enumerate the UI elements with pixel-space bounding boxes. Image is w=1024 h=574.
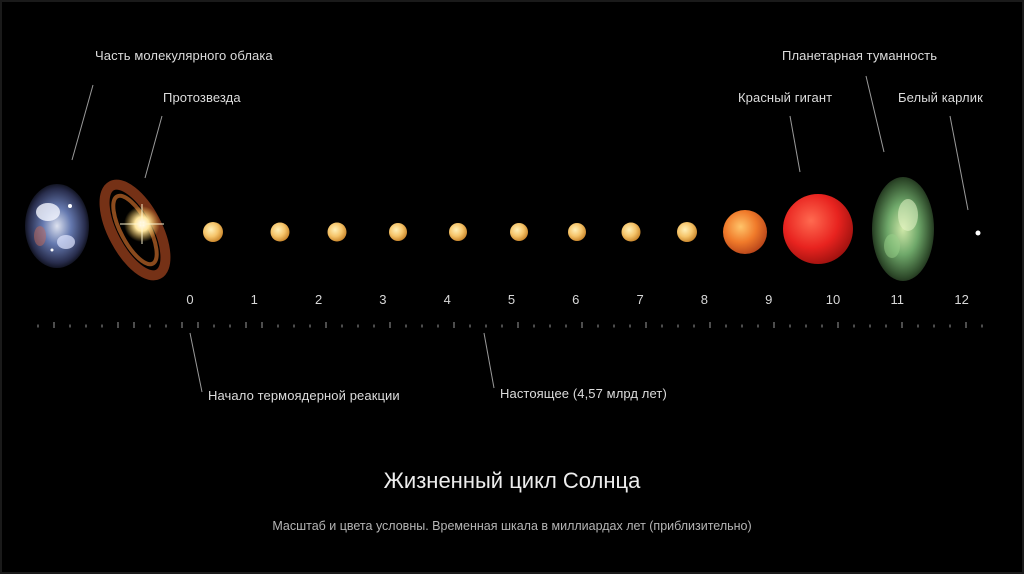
tick-label-7: 7 bbox=[636, 292, 644, 307]
planetary-nebula-label: Планетарная туманность bbox=[782, 48, 938, 63]
protostar-image bbox=[99, 179, 171, 281]
sun-stage-3 bbox=[327, 222, 347, 242]
planetary-nebula-image bbox=[872, 177, 934, 281]
sun-stage-9 bbox=[677, 222, 697, 242]
sun-stage-5 bbox=[449, 223, 467, 241]
tick-label-3: 3 bbox=[379, 292, 387, 307]
tick-label-1: 1 bbox=[250, 292, 258, 307]
white-dwarf-label: Белый карлик bbox=[898, 90, 983, 105]
diagram-title: Жизненный цикл Солнца bbox=[383, 468, 641, 493]
timeline-axis bbox=[37, 322, 983, 328]
molecular-cloud-label: Часть молекулярного облака bbox=[95, 48, 273, 63]
protostar-label: Протозвезда bbox=[163, 90, 241, 105]
tick-label-10: 10 bbox=[825, 292, 841, 307]
red-giant-label: Красный гигант bbox=[738, 90, 833, 105]
red-giant-image bbox=[783, 194, 853, 264]
sun-stage-6 bbox=[510, 223, 528, 241]
molecular-cloud-image bbox=[25, 184, 89, 268]
protostar-pointer-line bbox=[144, 115, 163, 179]
present-label: Настоящее (4,57 млрд лет) bbox=[500, 386, 667, 401]
fusion-pointer-line bbox=[189, 332, 203, 393]
nebula-pointer-line bbox=[865, 75, 885, 153]
sun-stage-8 bbox=[621, 222, 641, 242]
main-sequence-stars bbox=[203, 222, 697, 242]
white-dwarf-image bbox=[975, 230, 981, 236]
sun-stage-1 bbox=[203, 222, 223, 242]
present-pointer-line bbox=[483, 332, 495, 389]
sun-stage-4 bbox=[389, 223, 407, 241]
tick-label-9: 9 bbox=[765, 292, 773, 307]
tick-label-12: 12 bbox=[954, 292, 969, 307]
sun-stage-7 bbox=[568, 223, 586, 241]
red-giant-pointer-line bbox=[789, 115, 801, 173]
tick-label-4: 4 bbox=[443, 292, 451, 307]
tick-label-0: 0 bbox=[186, 292, 194, 307]
subgiant-image bbox=[723, 210, 767, 254]
sun-stage-2 bbox=[270, 222, 290, 242]
tick-label-8: 8 bbox=[700, 292, 709, 307]
tick-label-2: 2 bbox=[314, 292, 323, 307]
white-dwarf-pointer-line bbox=[949, 115, 969, 211]
cloud-pointer-line bbox=[71, 84, 94, 161]
diagram-subtitle: Масштаб и цвета условны. Временная шкала… bbox=[272, 519, 752, 533]
tick-label-6: 6 bbox=[572, 292, 580, 307]
fusion-start-label: Начало термоядерной реакции bbox=[208, 388, 400, 403]
tick-label-5: 5 bbox=[507, 292, 516, 307]
tick-label-11: 11 bbox=[890, 292, 905, 307]
